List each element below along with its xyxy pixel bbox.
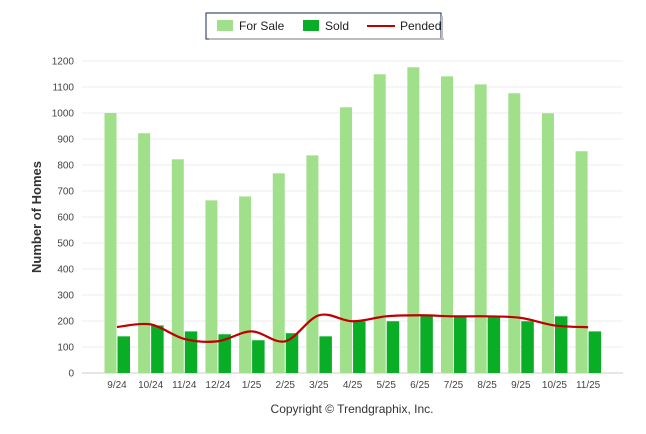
bar-sold	[521, 321, 534, 373]
y-tick-label: 1100	[52, 83, 74, 94]
y-tick-label: 600	[57, 213, 74, 224]
x-tick-label: 7/25	[444, 380, 464, 391]
x-tick-label: 10/25	[542, 380, 567, 391]
bar-sold	[285, 333, 299, 373]
bar-sold	[218, 334, 231, 373]
bar-for-sale	[205, 200, 218, 373]
bar-for-sale	[508, 93, 521, 374]
bar-for-sale	[541, 113, 554, 373]
bar-sold	[353, 321, 366, 373]
bar-for-sale	[138, 133, 151, 373]
y-tick-label: 400	[57, 265, 74, 276]
legend: For Sale Sold Pended	[205, 12, 444, 40]
bar-for-sale	[474, 84, 487, 374]
bar-sold	[588, 331, 602, 373]
bar-sold	[117, 336, 130, 373]
bar-for-sale	[441, 76, 453, 373]
bar-for-sale	[272, 173, 285, 373]
bar-for-sale	[104, 113, 117, 373]
y-tick-label: 1200	[52, 57, 75, 68]
legend-swatch-sold	[303, 20, 319, 31]
x-tick-label: 6/25	[410, 380, 430, 391]
bar-for-sale	[373, 74, 386, 373]
bar-sold	[554, 316, 568, 373]
y-tick-label: 0	[68, 369, 74, 380]
legend-swatch-for-sale	[217, 20, 233, 31]
y-axis-label: Number of Homes	[29, 161, 44, 273]
legend-pended: Pended	[400, 19, 441, 33]
y-tick-label: 100	[57, 343, 74, 354]
x-tick-label: 5/25	[376, 380, 396, 391]
legend-swatch-pended	[367, 25, 395, 27]
y-tick-label: 900	[57, 135, 74, 146]
bar-for-sale	[407, 67, 420, 374]
legend-sold: Sold	[325, 19, 349, 33]
bar-for-sale	[340, 107, 353, 373]
y-tick-label: 800	[57, 161, 74, 172]
x-tick-label: 12/24	[205, 380, 230, 391]
y-tick-label: 300	[57, 291, 74, 302]
y-tick-label: 200	[57, 317, 74, 328]
x-tick-label: 9/25	[511, 380, 531, 391]
bar-sold	[386, 321, 400, 373]
bar-for-sale	[171, 159, 184, 373]
x-tick-label: 11/25	[576, 380, 601, 391]
bar-sold	[151, 325, 164, 373]
x-tick-label: 8/25	[477, 380, 497, 391]
x-tick-label: 11/24	[172, 380, 197, 391]
y-tick-label: 700	[57, 187, 74, 198]
bar-sold	[420, 315, 433, 373]
bar-sold	[454, 316, 467, 373]
bar-for-sale	[239, 196, 252, 373]
x-tick-label: 3/25	[309, 380, 329, 391]
x-tick-label: 9/24	[107, 380, 127, 391]
bar-sold	[184, 331, 198, 373]
y-tick-label: 1000	[52, 109, 75, 120]
x-tick-label: 1/25	[242, 380, 262, 391]
x-tick-label: 10/24	[138, 380, 163, 391]
y-tick-label: 500	[57, 239, 74, 250]
legend-for-sale: For Sale	[239, 19, 285, 33]
bar-sold	[319, 336, 332, 373]
x-tick-label: 2/25	[276, 380, 296, 391]
bar-sold	[252, 340, 265, 373]
bar-for-sale	[306, 155, 319, 373]
copyright: Copyright © Trendgraphix, Inc.	[271, 402, 434, 416]
bar-for-sale	[575, 151, 588, 373]
bar-sold	[487, 316, 501, 373]
x-tick-label: 4/25	[343, 380, 363, 391]
